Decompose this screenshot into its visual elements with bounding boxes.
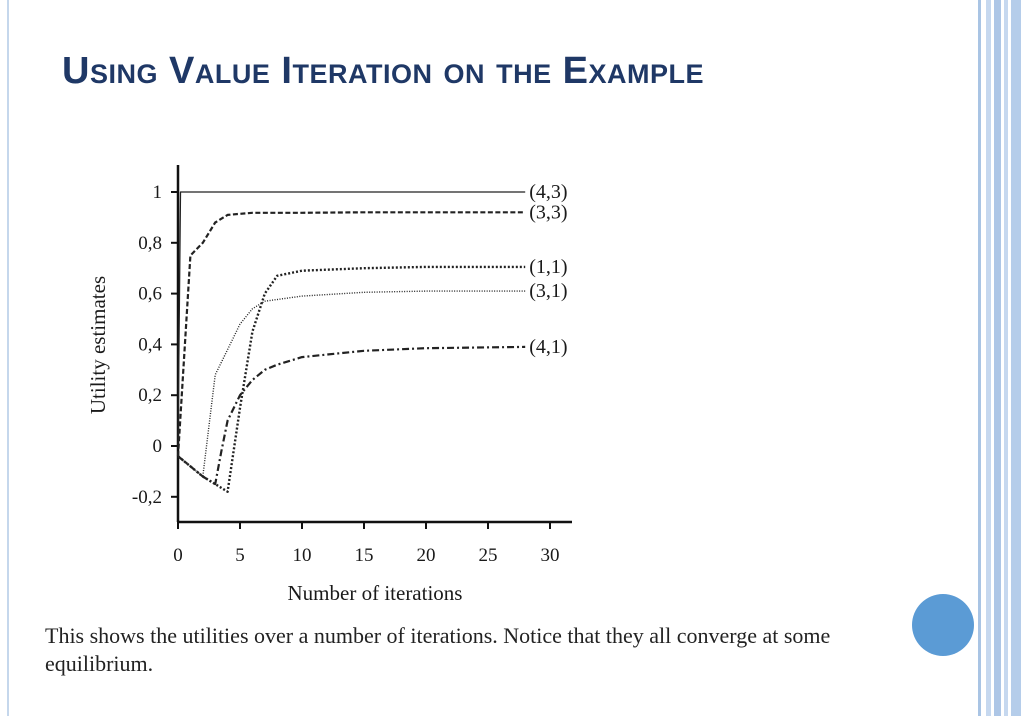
right-stripe	[1011, 0, 1021, 716]
series-line-3-3	[176, 211, 526, 457]
series-line-1-1	[177, 265, 526, 493]
series-label: (1,1)	[529, 256, 567, 278]
x-tick-label: 30	[541, 545, 560, 566]
x-tick-label: 25	[479, 545, 498, 566]
y-tick-label: 0,6	[138, 284, 162, 305]
y-axis-title: Utility estimates	[86, 276, 110, 414]
x-tick-label: 20	[417, 545, 436, 566]
y-tick-label: 0,8	[138, 233, 162, 254]
x-tick-label: 5	[235, 545, 245, 566]
slide-caption: This shows the utilities over a number o…	[45, 623, 831, 676]
x-tick-label: 15	[355, 545, 374, 566]
decorative-circle	[912, 594, 974, 656]
series-label: (3,3)	[529, 201, 567, 223]
series-label: (3,1)	[529, 280, 567, 302]
x-tick-label: 10	[293, 545, 312, 566]
series-line-4-1	[177, 345, 526, 486]
series-label: (4,1)	[529, 336, 567, 358]
x-axis-title: Number of iterations	[288, 581, 463, 605]
right-stripe	[1004, 0, 1008, 716]
utility-convergence-chart: 1 0,8 0,6 0,4 0,2 0 -0,2 0 5 10 15 20 25 30 Number of …	[86, 165, 572, 605]
left-border-rule	[7, 0, 9, 716]
right-stripe	[994, 0, 1001, 716]
y-tick-label: 0,4	[138, 334, 162, 355]
y-tick-label: 0,2	[138, 385, 162, 406]
y-tick-label: 0	[153, 436, 163, 457]
x-tick-label: 0	[173, 545, 183, 566]
series-line-4-3	[177, 191, 526, 447]
chart-labels: (4,3)(3,3) (1,1)(3,1) (4,1)	[529, 181, 567, 358]
chart-axes: 1 0,8 0,6 0,4 0,2 0 -0,2 0 5 10 15 20 25 30 Number of …	[86, 165, 572, 605]
right-decorative-bar	[978, 0, 1023, 716]
series-line-3-1	[177, 290, 526, 478]
y-tick-label: 1	[153, 182, 163, 203]
slide-title: Using Value Iteration on the Example	[62, 50, 704, 92]
chart-series	[176, 191, 526, 493]
y-tick-label: -0,2	[132, 487, 162, 508]
right-stripe	[986, 0, 991, 716]
series-label: (4,3)	[529, 181, 567, 203]
right-stripe	[978, 0, 981, 716]
